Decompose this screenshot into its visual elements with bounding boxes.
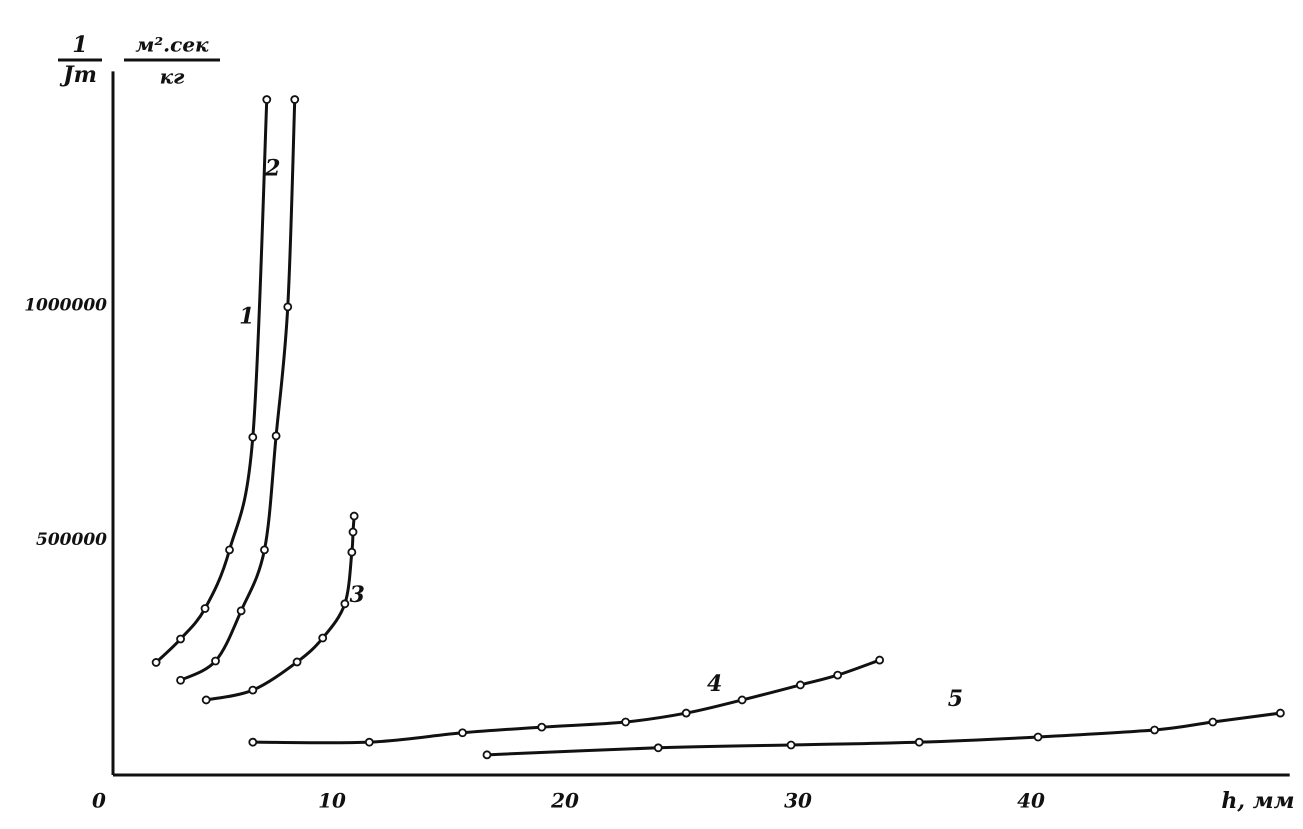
series-label: 4	[707, 671, 722, 697]
data-point	[1275, 708, 1285, 718]
x-label: h, мм	[1221, 788, 1294, 814]
x-tick-label: 0	[92, 789, 106, 813]
y-tick-label: 1000000	[24, 295, 107, 315]
x-tick-label: 30	[784, 789, 812, 813]
data-point	[211, 656, 220, 666]
data-point	[201, 695, 211, 705]
data-point	[176, 634, 185, 644]
data-point	[349, 511, 359, 521]
y-unit-numerator: м².сек	[135, 33, 209, 57]
series-line	[252, 658, 881, 745]
data-point	[248, 737, 258, 747]
data-point	[271, 431, 281, 441]
data-point	[621, 717, 631, 727]
data-point	[653, 743, 663, 753]
series-label: 3	[350, 582, 365, 608]
series-line	[486, 711, 1281, 757]
y-label-denominator: Jm	[59, 62, 97, 88]
data-point	[292, 657, 302, 667]
data-point	[248, 685, 258, 695]
data-point	[364, 737, 374, 747]
data-point	[795, 680, 805, 690]
data-point	[262, 95, 272, 104]
data-point	[458, 728, 467, 738]
data-point	[1150, 725, 1159, 735]
data-point	[537, 722, 547, 732]
x-tick-label: 20	[550, 789, 579, 813]
data-point	[260, 545, 269, 555]
series-line	[155, 99, 269, 664]
data-point	[225, 545, 234, 555]
x-tick-label: 10	[318, 789, 346, 813]
x-tick-label: 40	[1017, 789, 1045, 813]
data-point	[786, 740, 796, 750]
series-line	[179, 99, 297, 682]
y-label-numerator: 1	[72, 32, 87, 58]
data-point	[200, 604, 210, 613]
y-tick-label: 500000	[36, 530, 107, 550]
series-label: 5	[948, 686, 963, 712]
data-point	[290, 95, 300, 104]
data-point	[318, 633, 328, 643]
data-point	[340, 599, 350, 609]
y-unit-denominator: кг	[160, 65, 186, 89]
data-point	[348, 527, 358, 537]
data-point	[236, 606, 246, 616]
data-point	[1208, 717, 1218, 727]
data-point	[151, 658, 161, 667]
data-point	[176, 675, 185, 685]
data-point	[347, 547, 357, 557]
data-point	[914, 737, 924, 747]
series-label: 2	[264, 156, 280, 182]
data-point	[482, 750, 492, 760]
series-label: 1	[239, 304, 254, 330]
data-point	[283, 302, 293, 312]
data-point	[248, 432, 258, 442]
data-point	[737, 695, 747, 705]
data-point	[833, 670, 843, 680]
data-point	[875, 655, 885, 665]
data-point	[681, 708, 691, 718]
series-line	[205, 515, 356, 702]
data-point	[1033, 732, 1043, 742]
